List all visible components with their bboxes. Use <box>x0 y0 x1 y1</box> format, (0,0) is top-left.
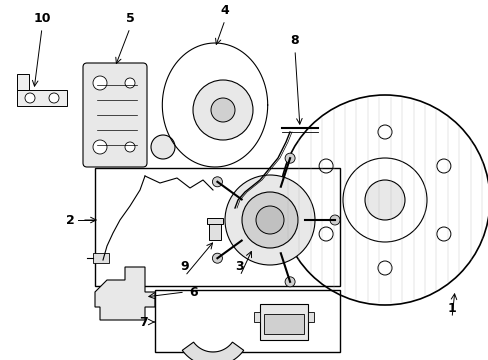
Text: 2: 2 <box>66 213 75 226</box>
Circle shape <box>125 78 135 88</box>
Circle shape <box>212 177 222 187</box>
Circle shape <box>377 261 391 275</box>
Text: 6: 6 <box>189 285 197 298</box>
Circle shape <box>436 159 450 173</box>
Circle shape <box>242 192 297 248</box>
Circle shape <box>364 180 404 220</box>
Circle shape <box>377 125 391 139</box>
Circle shape <box>285 277 294 287</box>
Circle shape <box>125 142 135 152</box>
Bar <box>155 290 339 352</box>
Circle shape <box>319 159 332 173</box>
Bar <box>95 168 339 286</box>
Text: 7: 7 <box>139 315 148 328</box>
Text: 9: 9 <box>181 260 189 273</box>
Circle shape <box>49 93 59 103</box>
Text: 4: 4 <box>220 4 229 17</box>
Circle shape <box>93 140 107 154</box>
Bar <box>17 90 67 106</box>
Bar <box>260 304 307 340</box>
Circle shape <box>319 227 332 241</box>
Text: 10: 10 <box>33 12 51 25</box>
Text: 1: 1 <box>447 302 455 315</box>
Bar <box>253 312 260 322</box>
Bar <box>264 314 304 334</box>
Bar <box>307 312 313 322</box>
Text: 8: 8 <box>290 34 299 47</box>
Circle shape <box>256 206 284 234</box>
Circle shape <box>193 80 252 140</box>
Circle shape <box>210 98 235 122</box>
Text: 3: 3 <box>235 260 244 273</box>
Circle shape <box>285 153 294 163</box>
Circle shape <box>329 215 339 225</box>
Bar <box>17 74 29 90</box>
FancyBboxPatch shape <box>83 63 147 167</box>
Circle shape <box>93 76 107 90</box>
Circle shape <box>151 135 175 159</box>
Bar <box>206 218 223 224</box>
Polygon shape <box>95 267 155 320</box>
Circle shape <box>212 253 222 263</box>
Circle shape <box>25 93 35 103</box>
Circle shape <box>224 175 314 265</box>
Polygon shape <box>182 342 243 360</box>
Circle shape <box>436 227 450 241</box>
Text: 5: 5 <box>125 12 134 25</box>
Bar <box>208 224 221 240</box>
Bar <box>93 253 109 263</box>
